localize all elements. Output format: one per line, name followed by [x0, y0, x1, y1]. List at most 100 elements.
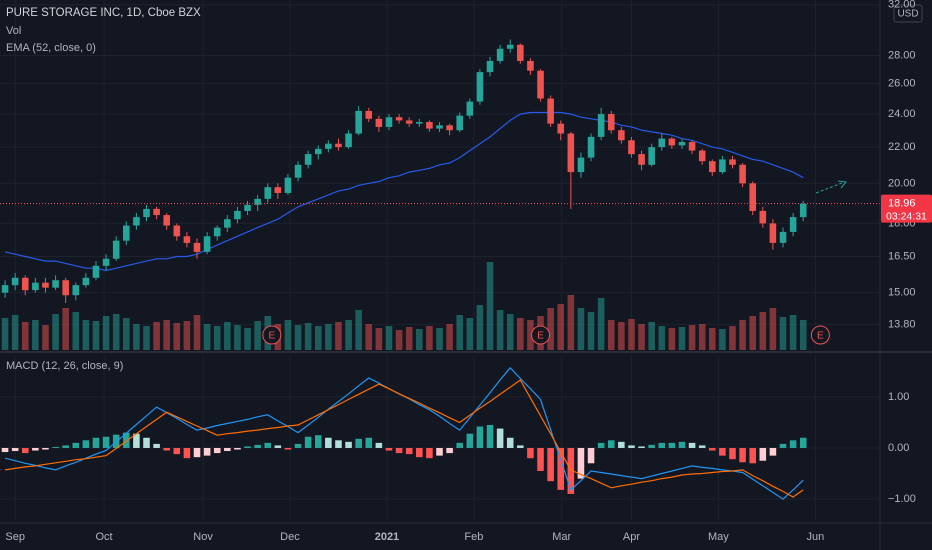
histogram-bar: [82, 440, 90, 448]
volume-bar: [779, 317, 787, 350]
volume-bar: [729, 326, 736, 350]
candle-body: [52, 280, 59, 288]
candle-body: [254, 198, 261, 205]
histogram-bar: [264, 442, 272, 448]
histogram-bar: [365, 437, 373, 448]
histogram-bar: [11, 447, 19, 452]
earnings-marker: [531, 325, 551, 345]
y-tick-label: −1.00: [888, 493, 916, 505]
volume-bar: [709, 328, 716, 350]
histogram-bar: [466, 433, 474, 448]
histogram-bar: [274, 445, 282, 448]
volume-bar: [496, 310, 504, 350]
volume-bar: [143, 326, 150, 350]
histogram-bar: [355, 438, 362, 448]
candle-body: [446, 125, 453, 131]
candle-body: [294, 164, 302, 178]
volume-bar: [203, 324, 211, 350]
candle-body: [587, 136, 595, 158]
volume-bar: [325, 324, 332, 350]
volume-bar: [436, 328, 443, 350]
histogram-bar: [577, 447, 585, 479]
histogram-bar: [92, 437, 100, 448]
candle-body: [21, 277, 29, 291]
x-tick-label: Feb: [464, 531, 483, 543]
histogram-bar: [1, 447, 9, 453]
candle-body: [274, 187, 282, 193]
histogram-bar: [749, 447, 756, 464]
volume-bar: [557, 304, 565, 350]
candle-body: [456, 115, 463, 131]
volume-bar: [638, 324, 645, 350]
volume-bar: [385, 326, 393, 350]
candle-body: [719, 159, 726, 173]
histogram-bar: [668, 442, 676, 448]
y-tick-label: 28.00: [888, 49, 916, 61]
volume-bar: [698, 324, 706, 350]
candle-body: [648, 147, 655, 165]
candle-body: [506, 44, 514, 49]
histogram-bar: [688, 442, 696, 448]
histogram-bar: [304, 436, 312, 448]
candle-body: [365, 110, 373, 119]
candle-body: [355, 110, 362, 134]
y-tick-label: 15.00: [888, 287, 916, 299]
y-tick-label: 1.00: [888, 391, 909, 403]
volume-bar: [648, 322, 655, 350]
candle-body: [304, 154, 312, 165]
histogram-bar: [597, 442, 605, 448]
volume-bar: [133, 324, 140, 350]
chart-title: PURE STORAGE INC, 1D, Cboe BZX: [6, 7, 201, 19]
earnings-label: E: [817, 331, 824, 342]
histogram-bar: [224, 447, 231, 452]
histogram-bar: [335, 440, 342, 448]
x-tick-label: 2021: [375, 531, 399, 543]
histogram-bar: [42, 447, 49, 450]
candle-body: [577, 157, 585, 173]
candle-body: [668, 138, 676, 146]
projection-arrow-head: [837, 180, 847, 189]
volume-bar: [345, 320, 352, 350]
y-tick-label: 26.00: [888, 78, 916, 90]
ema-line: [4, 111, 804, 272]
histogram-bar: [294, 443, 302, 448]
volume-bar: [21, 322, 29, 350]
volume-bar: [577, 308, 585, 350]
candle-body: [466, 101, 474, 116]
volume-bar: [547, 308, 554, 350]
earnings-marker: [262, 325, 282, 345]
volume-bar: [446, 324, 453, 350]
candle-body: [759, 210, 767, 224]
candle-body: [567, 133, 575, 173]
volume-bar: [112, 314, 120, 350]
volume-legend: Vol: [6, 25, 21, 37]
histogram-bar: [456, 442, 463, 448]
volume-bar: [254, 321, 261, 350]
volume-bar: [668, 328, 676, 350]
histogram-bar: [426, 447, 433, 459]
histogram-bar: [719, 447, 726, 456]
volume-bar: [759, 312, 767, 350]
histogram-bar: [769, 447, 777, 456]
histogram-bar: [587, 447, 595, 464]
candle-body: [325, 143, 332, 149]
y-tick-label: 20.00: [888, 177, 916, 189]
volume-bar: [719, 329, 726, 350]
volume-bar: [618, 322, 625, 350]
volume-bar: [244, 328, 251, 350]
volume-bar: [658, 326, 666, 350]
histogram-bar: [314, 435, 322, 448]
candle-body: [203, 236, 211, 252]
candle-body: [597, 114, 605, 137]
volume-bar: [294, 325, 302, 350]
histogram-bar: [537, 447, 544, 471]
volume-bar: [72, 312, 80, 350]
candle-body: [739, 164, 746, 184]
histogram-bar: [658, 442, 666, 448]
histogram-bar: [567, 447, 575, 494]
volume-bar: [193, 315, 201, 350]
volume-bar: [153, 322, 160, 350]
x-tick-label: Oct: [96, 531, 113, 543]
macd-legend: MACD (12, 26, close, 9): [6, 360, 123, 372]
